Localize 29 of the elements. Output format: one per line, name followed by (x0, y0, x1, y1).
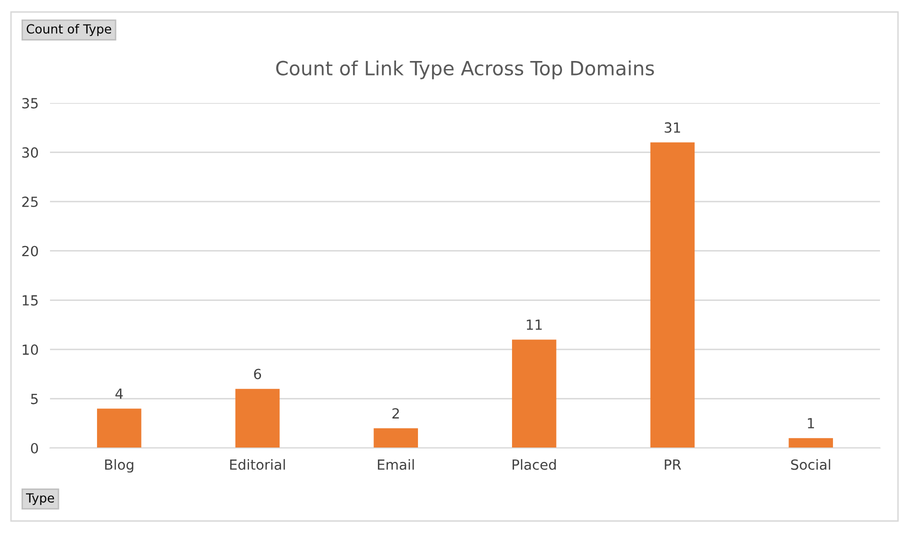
data-label: 11 (526, 320, 542, 330)
bar (512, 340, 556, 448)
y-tick-label: 5 (31, 394, 38, 404)
x-tick-label: Editorial (230, 459, 285, 470)
x-tick-label: Email (378, 459, 414, 470)
bar (235, 388, 280, 448)
data-label: 31 (664, 122, 680, 133)
y-tick-label: 25 (22, 196, 38, 208)
data-label: 6 (254, 368, 262, 380)
y-tick-label: 20 (22, 246, 38, 256)
y-tick-label: 10 (22, 344, 38, 355)
bar (788, 438, 833, 448)
y-tick-label: 30 (22, 147, 38, 158)
data-label: 1 (808, 418, 814, 428)
data-label: 2 (392, 408, 399, 418)
bar (650, 142, 695, 448)
y-tick-label: 0 (30, 442, 38, 454)
y-tick-label: 15 (22, 295, 38, 306)
x-tick-label: Placed (512, 459, 556, 470)
x-tick-label: Social (791, 459, 830, 470)
chart-title: Count of Link Type Across Top Domains (276, 60, 654, 80)
x-tick-label: PR (664, 460, 682, 470)
text: Count of Type (26, 24, 112, 36)
bar (374, 428, 418, 448)
data-label: 4 (115, 388, 123, 399)
text: Type (26, 493, 54, 506)
x-tick-label: Blog (105, 459, 134, 473)
y-tick-label: 35 (22, 98, 38, 108)
bar (97, 408, 142, 448)
